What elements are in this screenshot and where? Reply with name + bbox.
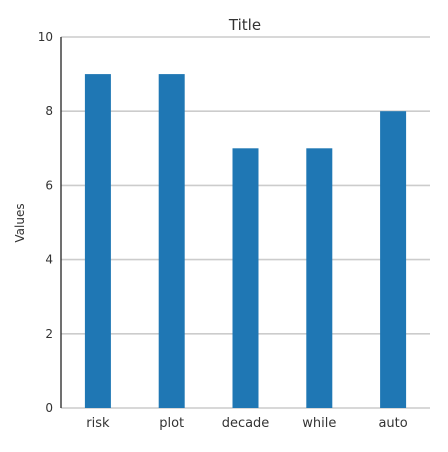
y-axis-label: Values	[13, 203, 27, 242]
y-tick-label: 10	[38, 30, 53, 44]
x-tick-label: auto	[378, 416, 407, 431]
y-tick-label: 2	[45, 327, 53, 341]
bar-decade	[232, 148, 259, 409]
y-tick-label: 6	[45, 178, 53, 192]
bars	[84, 74, 407, 409]
bar-risk	[84, 74, 111, 408]
y-tick-label: 4	[45, 253, 53, 267]
chart-title: Title	[228, 16, 261, 34]
y-tick-label: 8	[45, 104, 53, 118]
y-tick-label: 0	[45, 401, 53, 415]
bar-auto	[380, 111, 407, 408]
x-tick-label: plot	[159, 416, 184, 431]
x-tick-label: while	[302, 416, 336, 431]
x-tick-labels: risk plot decade while auto	[86, 416, 408, 431]
y-tick-labels: 0 2 4 6 8 10	[38, 30, 53, 415]
bar-plot	[158, 74, 185, 408]
bar-while	[306, 148, 333, 409]
x-tick-label: risk	[86, 416, 110, 431]
x-tick-label: decade	[222, 416, 270, 431]
